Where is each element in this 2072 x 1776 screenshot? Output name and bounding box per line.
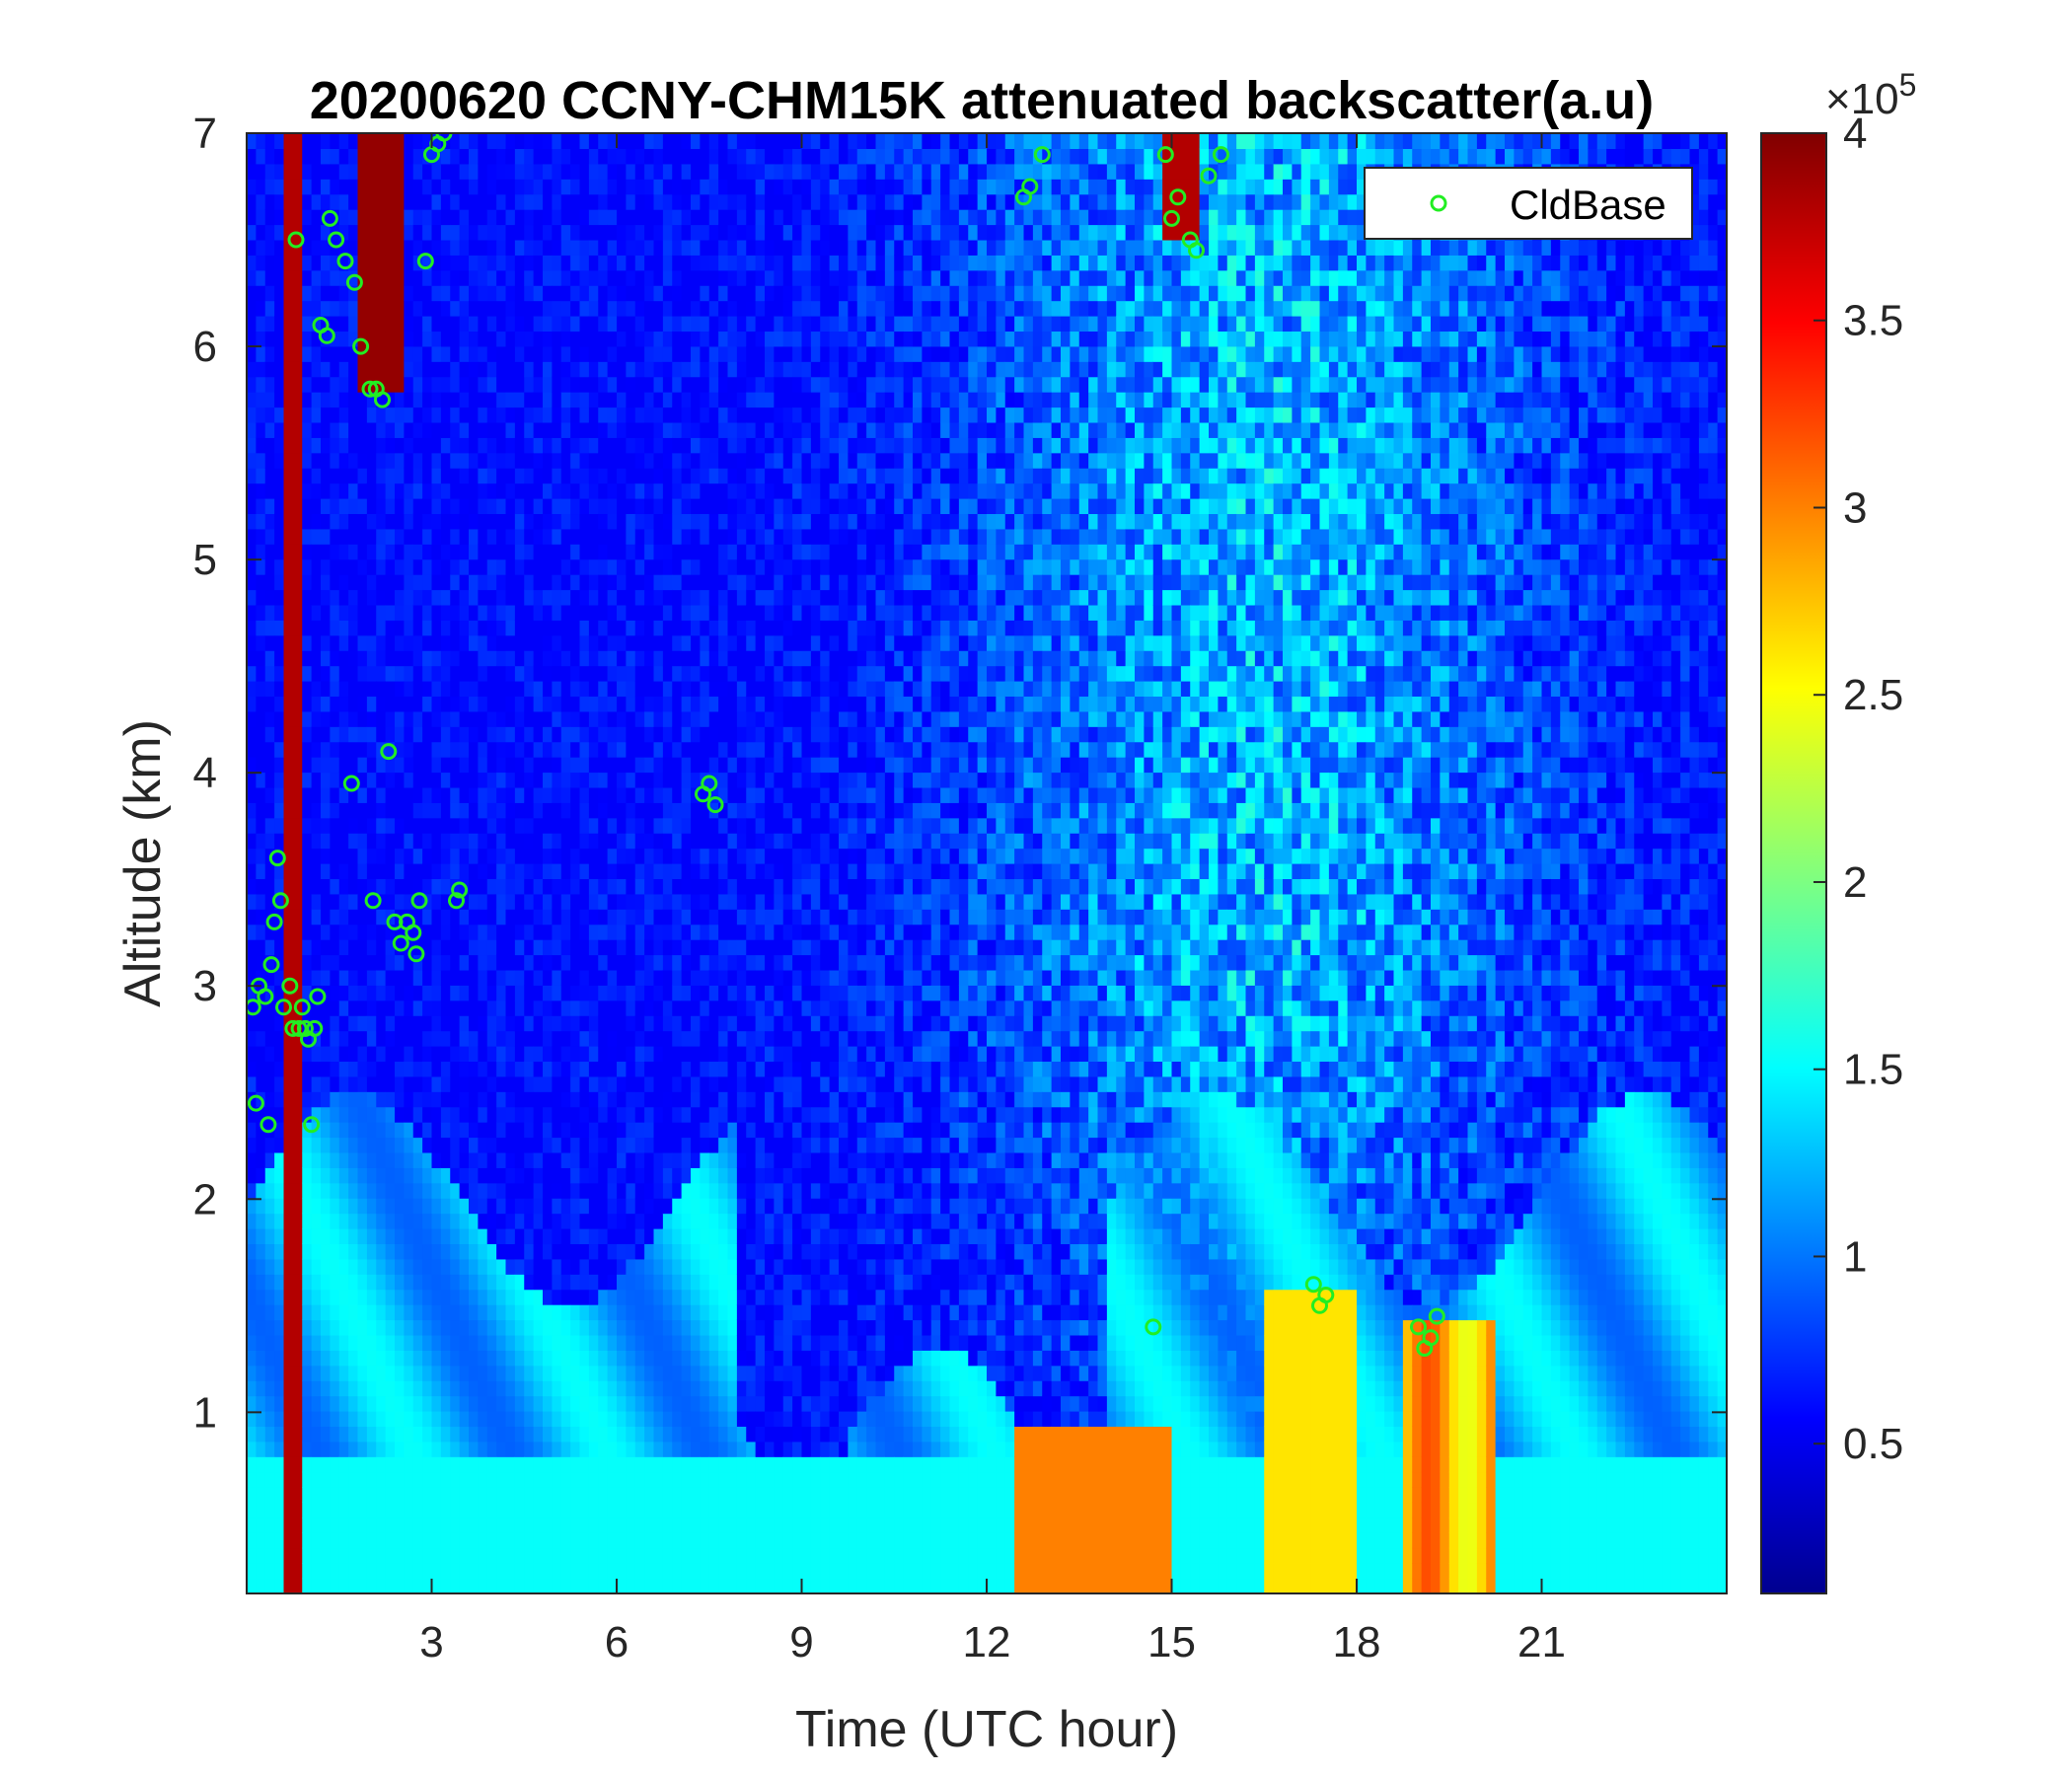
colorbar-tick-label: 0.5 [1843,1420,1903,1468]
y-tick-label: 6 [193,323,217,371]
colorbar-tick-label: 4 [1843,110,1867,158]
cldbase-point [296,1019,314,1037]
cldbase-point [380,743,398,761]
cldbase-point [1428,1307,1445,1325]
x-tick-label: 3 [419,1618,443,1666]
cldbase-point [392,934,409,952]
colorbar-tick-label: 1 [1843,1232,1867,1281]
cldbase-point [407,945,425,963]
colorbar-tick-label: 1.5 [1843,1046,1903,1094]
cldbase-point [701,775,718,792]
cldbase-point [321,209,338,227]
cldbase-point [1156,146,1174,164]
y-tick-label: 5 [193,536,217,584]
cldbase-point [309,988,327,1005]
y-tick-label: 4 [193,749,217,797]
x-axis-label: Time (UTC hour) [795,1701,1178,1758]
cldbase-point [435,133,453,142]
cldbase-point [336,253,354,270]
backscatter-heatmap [247,133,1727,1593]
cldbase-point [1410,1318,1427,1336]
cldbase-point [361,380,379,398]
cldbase-point [247,999,261,1016]
x-tick-label: 9 [789,1618,813,1666]
colorbar-multiplier: ×105 [1825,67,1916,123]
cldbase-point [1200,167,1218,185]
y-tick-label: 3 [193,962,217,1010]
cldbase-point [1188,242,1205,259]
x-tick-label: 6 [605,1618,629,1666]
cldbase-point [706,796,724,814]
x-tick-label: 15 [1147,1618,1196,1666]
cldbase-point [268,850,286,867]
cldbase-point [1317,1287,1335,1303]
y-tick-label: 7 [193,110,217,158]
colorbar-gradient [1760,132,1827,1594]
cldbase-point [1213,146,1229,164]
cldbase-point [416,253,434,270]
colorbar-ticks: 0.5 1 1.5 2 2.5 3 3.5 4 [1813,110,1903,1468]
y-axis-label: Altitude (km) [114,719,172,1007]
cldbase-point [448,892,465,910]
cldbase-point [405,924,422,941]
cldbase-point [328,231,345,249]
colorbar: 0.5 1 1.5 2 2.5 3 3.5 4 ×105 [1760,67,1916,1594]
cldbase-point [1021,178,1039,195]
cldbase-point [1304,1276,1322,1294]
legend-box [1364,167,1693,240]
cldbase-point [287,231,305,249]
cldbase-point [1169,188,1187,206]
cldbase-point [352,337,370,355]
cldbase-markers [247,133,1445,1357]
colorbar-tick-label: 3.5 [1843,297,1903,345]
legend: CldBase [1364,167,1693,240]
cldbase-point [259,1116,277,1134]
chart-title: 20200620 CCNY-CHM15K attenuated backscat… [310,71,1655,130]
cldbase-point [293,999,311,1016]
cldbase-point [374,391,391,408]
legend-label-cldbase: CldBase [1510,182,1666,228]
legend-marker-cldbase [1430,194,1447,212]
cldbase-point [262,956,280,974]
y-tick-label: 2 [193,1175,217,1223]
x-tick-label: 18 [1333,1618,1381,1666]
cldbase-point [1163,209,1180,227]
cldbase-point [281,977,299,995]
colorbar-tick-label: 2 [1843,858,1867,907]
x-tick-label: 12 [963,1618,1011,1666]
cldbase-point [345,273,363,291]
colorbar-multiplier-base: ×10 [1825,75,1899,123]
colorbar-tick-label: 3 [1843,483,1867,532]
cldbase-point [247,1094,264,1112]
cldbase-point [1422,1329,1440,1347]
cldbase-point [1033,146,1051,164]
cldbase-point [364,892,382,910]
cldbase-point [265,913,283,930]
cldbase-point [342,775,360,792]
cldbase-point [271,892,289,910]
cldbase-point [306,1019,324,1037]
cldbase-point [318,327,335,344]
cldbase-point [1145,1318,1162,1336]
cldbase-point [275,999,292,1016]
cldbase-point [290,1019,308,1037]
cldbase-point [410,892,428,910]
cldbase-point [451,881,469,899]
x-axis: 3 6 9 12 15 18 21 [419,133,1566,1666]
y-axis: 1 2 3 4 5 6 7 [193,110,1727,1437]
cldbase-point [303,1116,321,1134]
colorbar-multiplier-exponent: 5 [1899,67,1917,103]
x-tick-label: 21 [1517,1618,1566,1666]
cldbase-point [257,988,274,1005]
colorbar-tick-label: 2.5 [1843,671,1903,719]
y-tick-label: 1 [193,1388,217,1437]
